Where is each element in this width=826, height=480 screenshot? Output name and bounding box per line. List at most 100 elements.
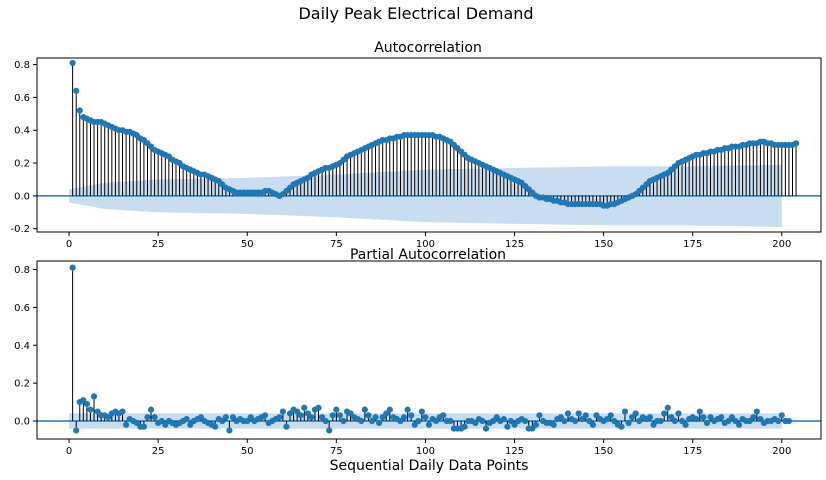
pacf-marker (675, 410, 682, 417)
acf-axes-frame (36, 57, 822, 233)
pacf-marker (140, 423, 148, 430)
pacf-marker (415, 417, 422, 425)
pacf-marker (447, 417, 454, 425)
acf-marker (792, 140, 800, 147)
pacf-marker (618, 423, 625, 430)
pacf-ytick-label: 0.2 (14, 379, 30, 390)
pacf-marker (664, 404, 671, 411)
pacf-marker (69, 264, 76, 271)
pacf-xtick-label: 50 (241, 446, 254, 457)
pacf-marker (532, 421, 540, 428)
pacf-marker (297, 412, 304, 419)
pacf-marker (625, 419, 632, 427)
pacf-xtick-label: 200 (772, 446, 791, 457)
pacf-marker (607, 412, 614, 419)
pacf-marker (308, 414, 315, 421)
pacf-marker (750, 414, 757, 421)
pacf-xtick-label: 0 (66, 446, 72, 457)
pacf-marker (425, 421, 433, 428)
pacf-marker (482, 425, 490, 432)
pacf-marker (682, 421, 689, 428)
pacf-ytick-label: 0.8 (14, 265, 30, 276)
figure-suptitle: Daily Peak Electrical Demand (298, 4, 533, 23)
acf-marker (69, 59, 76, 67)
pacf-marker (326, 427, 333, 434)
pacf-marker (358, 417, 365, 425)
acf-ytick-label: 0.0 (14, 191, 30, 202)
pacf-marker (400, 414, 408, 421)
pacf-ytick-label: 0.6 (14, 303, 30, 314)
pacf-xlabel: Sequential Daily Data Points (330, 458, 529, 474)
pacf-marker (693, 416, 700, 423)
pacf-marker (621, 408, 629, 415)
acf-ytick-label: 0.8 (14, 60, 30, 71)
pacf-marker (504, 423, 511, 430)
pacf-marker (582, 412, 589, 419)
pacf-marker (404, 406, 411, 413)
acf-ytick-label: 0.2 (14, 159, 30, 170)
pacf-marker (329, 412, 336, 419)
pacf-marker (83, 400, 90, 408)
acf-xtick-label: 75 (330, 239, 343, 250)
pacf-xtick-label: 175 (683, 446, 702, 457)
acf-ytick-label: -0.2 (10, 224, 30, 235)
pacf-marker (575, 410, 582, 417)
acf-panel: Autocorrelation 0 25 50 75 100 125 150 175 200 -0… (10, 40, 822, 250)
pacf-marker (703, 419, 711, 427)
pacf-stems (69, 264, 793, 434)
pacf-marker (87, 406, 94, 413)
pacf-xtick-label: 25 (152, 446, 165, 457)
acf-xtick-label: 125 (505, 239, 524, 250)
pacf-marker (646, 414, 654, 421)
pacf-marker (657, 417, 664, 425)
pacf-marker (718, 414, 725, 421)
pacf-marker (785, 417, 793, 425)
pacf-marker (276, 414, 283, 421)
pacf-marker (536, 412, 543, 419)
acf-marker (73, 87, 80, 94)
acf-xtick-label: 175 (683, 239, 702, 250)
pacf-marker (151, 414, 158, 421)
pacf-xtick-label: 150 (594, 446, 613, 457)
pacf-marker (696, 408, 703, 415)
acf-ytick-label: 0.4 (14, 126, 30, 137)
acf-xtick-label: 25 (152, 239, 165, 250)
pacf-marker (561, 417, 568, 425)
pacf-xtick-label: 125 (505, 446, 524, 457)
pacf-marker (283, 423, 290, 430)
acf-xtick-label: 100 (416, 239, 435, 250)
pacf-marker (700, 414, 707, 421)
pacf-marker (226, 427, 233, 434)
acf-ytick-label: 0.6 (14, 93, 30, 104)
pacf-xtick-label: 100 (416, 446, 435, 457)
pacf-marker (119, 408, 126, 415)
pacf-marker (322, 417, 329, 425)
pacf-panel: Partial Autocorrelation 0 25 50 75 100 125 150… (14, 247, 822, 474)
pacf-marker (572, 417, 579, 425)
acf-xtick-label: 150 (594, 239, 613, 250)
pacf-marker (365, 412, 372, 419)
acf-stems (69, 59, 800, 209)
pacf-marker (661, 410, 668, 417)
acf-xtick-label: 50 (241, 239, 254, 250)
pacf-marker (315, 404, 322, 411)
pacf-marker (279, 408, 286, 415)
pacf-marker (632, 410, 639, 417)
pacf-marker (212, 423, 219, 430)
pacf-marker (564, 410, 572, 417)
pacf-marker (376, 419, 383, 427)
acf-axis-ticks: 0 25 50 75 100 125 150 175 200 -0.2 0.0 0.2 0.4 0.6 0.… (10, 60, 791, 250)
pacf-marker (147, 406, 155, 413)
pacf-marker (422, 414, 429, 421)
pacf-marker (735, 421, 743, 428)
pacf-title: Partial Autocorrelation (350, 247, 506, 263)
pacf-marker (461, 423, 468, 430)
pacf-marker (90, 393, 98, 400)
pacf-axis-ticks: 0 25 50 75 100 125 150 175 200 0.0 0.2 0.4 0.6 0.8 (14, 265, 791, 457)
pacf-marker (500, 416, 507, 423)
pacf-marker (386, 406, 393, 413)
pacf-marker (261, 412, 269, 419)
pacf-marker (408, 412, 415, 419)
pacf-ytick-label: 0.0 (14, 417, 30, 428)
